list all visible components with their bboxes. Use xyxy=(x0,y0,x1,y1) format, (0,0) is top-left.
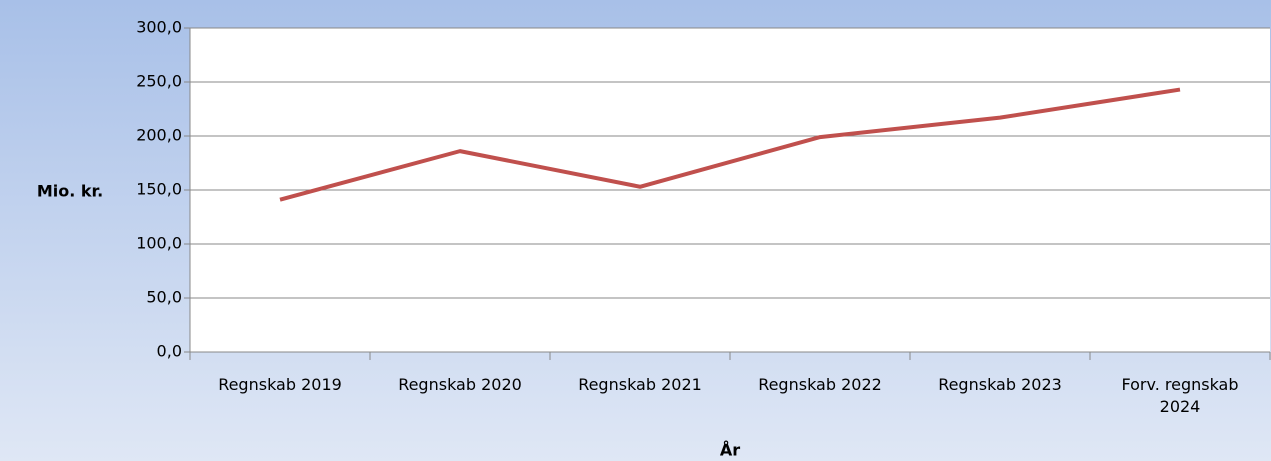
y-tick-label: 0,0 xyxy=(157,342,182,361)
x-tick-label: Regnskab 2019 xyxy=(218,375,342,394)
data-line xyxy=(279,87,1181,202)
y-tick-label: 100,0 xyxy=(136,234,182,253)
x-tick-label: Regnskab 2023 xyxy=(938,375,1062,394)
x-tick-label: Forv. regnskab 2024 xyxy=(1121,375,1239,416)
x-tick-label: Regnskab 2021 xyxy=(578,375,702,394)
y-tick-label: 250,0 xyxy=(136,72,182,91)
x-axis-label: År xyxy=(720,441,740,460)
y-tick-label: 150,0 xyxy=(136,180,182,199)
y-tick-label: 50,0 xyxy=(146,288,182,307)
y-tick-label: 300,0 xyxy=(136,18,182,37)
y-axis-label: Mio. kr. xyxy=(37,182,103,201)
x-tick-label: Regnskab 2020 xyxy=(398,375,522,394)
y-tick-label: 200,0 xyxy=(136,126,182,145)
x-tick-label: Regnskab 2022 xyxy=(758,375,882,394)
